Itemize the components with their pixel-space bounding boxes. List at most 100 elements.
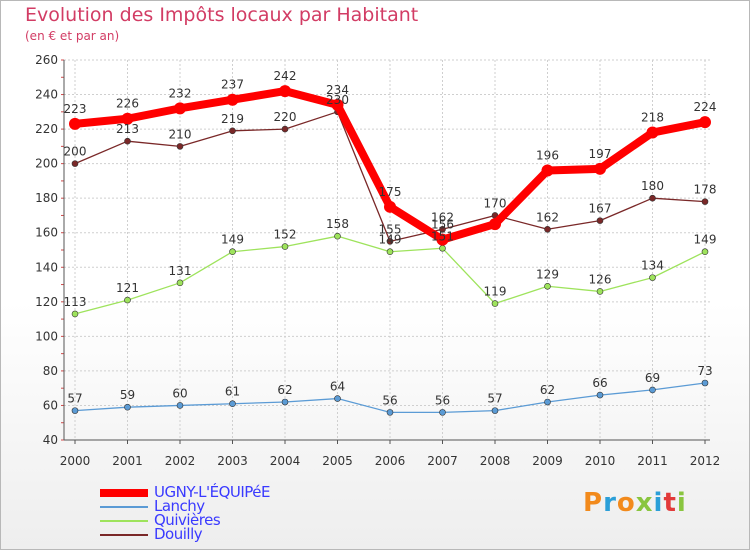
data-label: 196 <box>536 149 559 163</box>
data-point <box>174 102 186 115</box>
data-point <box>69 117 81 130</box>
data-point <box>334 395 341 402</box>
data-label: 226 <box>116 97 139 111</box>
y-tick-label: 100 <box>35 329 58 343</box>
chart-title: Evolution des Impôts locaux par Habitant <box>25 4 419 26</box>
y-tick-label: 160 <box>35 226 58 240</box>
data-label: 175 <box>379 185 402 199</box>
chart-subtitle: (en € et par an) <box>25 29 120 43</box>
data-label: 62 <box>277 383 292 397</box>
data-label: 230 <box>326 93 349 107</box>
data-point <box>701 198 709 205</box>
data-point <box>439 409 446 416</box>
data-point <box>439 244 446 252</box>
x-tick-label: 2008 <box>480 454 511 468</box>
data-point <box>71 310 79 318</box>
y-tick-label: 200 <box>35 157 58 171</box>
data-label: 151 <box>431 229 454 243</box>
data-label: 158 <box>326 217 349 231</box>
x-tick-label: 2012 <box>690 454 721 468</box>
x-tick-label: 2001 <box>112 454 143 468</box>
data-point <box>439 225 446 233</box>
x-tick-label: 2010 <box>585 454 616 468</box>
data-point <box>436 233 449 246</box>
data-point <box>229 248 236 256</box>
data-point <box>386 238 394 245</box>
proxiti-logo: Proxiti <box>583 488 687 518</box>
data-label: 121 <box>116 281 139 295</box>
data-label: 219 <box>221 112 244 126</box>
data-point <box>491 407 499 414</box>
logo-letter: x <box>635 488 654 518</box>
data-label: 126 <box>589 272 612 286</box>
data-label: 129 <box>536 267 559 281</box>
x-tick-label: 2009 <box>532 454 563 468</box>
data-label: 60 <box>172 386 187 400</box>
legend-swatch-lanchy <box>100 506 148 508</box>
data-point <box>701 248 709 256</box>
logo-letter: r <box>603 488 617 518</box>
data-point <box>281 398 289 406</box>
data-label: 73 <box>697 364 712 378</box>
data-point <box>384 200 396 213</box>
data-point <box>226 93 239 106</box>
legend-swatch-quivieres <box>100 520 148 522</box>
data-point <box>124 296 131 304</box>
data-point <box>71 407 79 414</box>
data-label: 156 <box>431 218 454 232</box>
data-point <box>594 162 606 175</box>
data-label: 69 <box>645 371 660 385</box>
plot-area <box>64 60 710 440</box>
data-point <box>649 274 656 281</box>
data-point <box>334 232 341 240</box>
x-tick-label: 2003 <box>217 454 248 468</box>
data-point <box>121 112 134 125</box>
data-label: 56 <box>382 393 397 407</box>
data-label: 56 <box>435 393 450 407</box>
data-point <box>544 282 551 290</box>
data-point <box>176 279 184 287</box>
data-label: 167 <box>589 202 612 216</box>
data-point <box>649 386 656 394</box>
y-tick-label: 140 <box>35 260 58 274</box>
data-point <box>229 127 236 135</box>
x-tick-label: 2005 <box>322 454 353 468</box>
data-label: 57 <box>67 392 82 406</box>
data-point <box>229 400 236 408</box>
data-label: 149 <box>379 233 402 247</box>
data-label: 59 <box>120 388 135 402</box>
y-tick-label: 60 <box>43 398 58 412</box>
data-label: 119 <box>484 285 507 299</box>
x-tick-label: 2004 <box>270 454 301 468</box>
y-tick-label: 180 <box>35 191 58 205</box>
data-label: 61 <box>225 385 240 399</box>
data-label: 149 <box>221 233 244 247</box>
data-point <box>71 160 79 167</box>
data-point <box>386 248 394 256</box>
data-point <box>649 194 656 202</box>
x-tick-label: 2002 <box>165 454 196 468</box>
data-label: 155 <box>379 222 402 236</box>
data-label: 113 <box>64 295 87 309</box>
data-label: 134 <box>641 259 664 273</box>
data-point <box>596 391 604 399</box>
data-point <box>491 300 499 307</box>
logo-letter: P <box>583 488 604 518</box>
y-tick-label: 120 <box>35 295 58 309</box>
data-point <box>176 143 184 150</box>
data-label: 64 <box>330 380 345 394</box>
data-point <box>646 126 659 139</box>
data-point <box>124 137 131 145</box>
legend-swatch-ugny <box>100 489 148 497</box>
data-point <box>596 217 604 224</box>
x-tick-label: 2000 <box>60 454 91 468</box>
data-point <box>281 243 289 250</box>
legend-label-lanchy: Lanchy <box>154 497 205 515</box>
data-point <box>281 125 289 133</box>
data-point <box>544 398 551 406</box>
logo-letter: o <box>616 488 636 518</box>
data-label: 180 <box>641 179 664 193</box>
data-point <box>279 85 291 98</box>
data-label: 57 <box>487 392 502 406</box>
data-label: 131 <box>169 264 192 278</box>
